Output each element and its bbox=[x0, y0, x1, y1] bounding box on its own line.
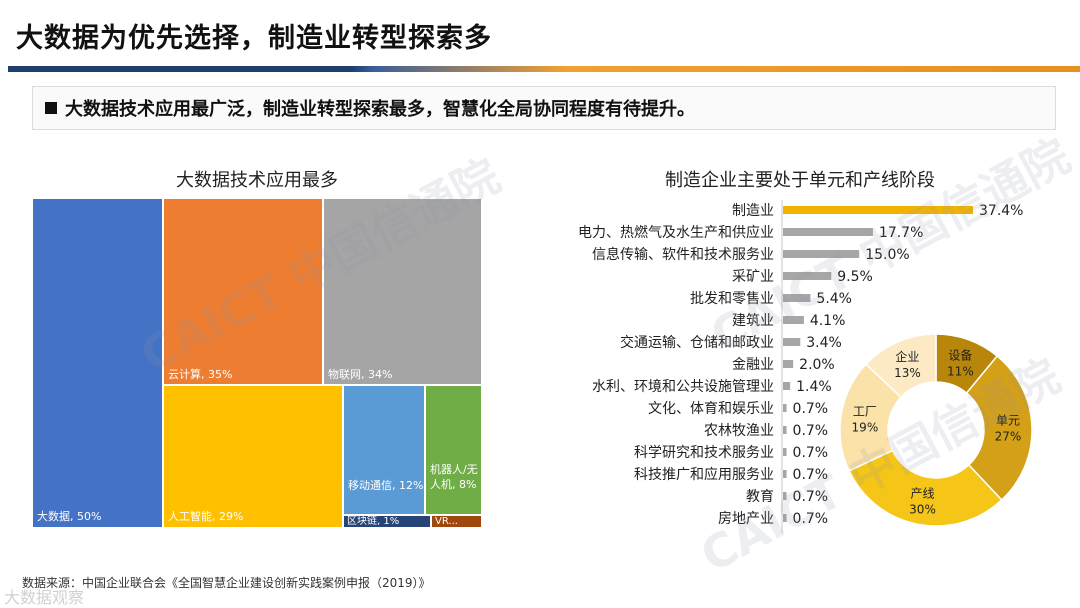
tile-big-data-label: 大数据, 50% bbox=[37, 510, 102, 523]
bar bbox=[783, 448, 787, 456]
tile-blockchain: 区块链, 1% bbox=[343, 515, 431, 528]
donut-slice-name: 工厂 bbox=[853, 405, 877, 419]
stage-donut-chart: 设备 11% 单元 27% 产线 30% 工厂 19% 企业 13% bbox=[839, 333, 1033, 527]
tile-vr: VR... bbox=[431, 515, 482, 528]
bar-category-label: 文化、体育和娱乐业 bbox=[648, 401, 774, 417]
bar bbox=[783, 272, 832, 280]
bar-category-label: 金融业 bbox=[732, 357, 774, 373]
bar-category-label: 建筑业 bbox=[732, 313, 774, 329]
bar-category-label: 交通运输、仓储和邮政业 bbox=[620, 334, 774, 351]
key-message-box: 大数据技术应用最广泛，制造业转型探索最多，智慧化全局协同程度有待提升。 bbox=[32, 86, 1056, 130]
technology-treemap: 大数据, 50% 云计算, 35% 物联网, 34% 人工智能, 29% 移动通信, 1… bbox=[32, 198, 482, 528]
key-message-text: 大数据技术应用最广泛，制造业转型探索最多，智慧化全局协同程度有待提升。 bbox=[65, 99, 695, 120]
bar-chart-title: 制造企业主要处于单元和产线阶段 bbox=[665, 170, 935, 191]
donut-slice-name: 设备 bbox=[948, 348, 972, 362]
donut-slice-value: 19% bbox=[852, 421, 879, 435]
donut-slice-value: 11% bbox=[947, 364, 974, 378]
donut-slice bbox=[864, 333, 937, 399]
bar bbox=[783, 470, 787, 478]
treemap-title: 大数据技术应用最多 bbox=[176, 170, 338, 191]
data-source-note: 数据来源：中国企业联合会《全国智慧企业建设创新实践案例申报（2019）》 bbox=[22, 576, 431, 590]
donut-slice-value: 27% bbox=[995, 430, 1022, 444]
bar-category-label: 采矿业 bbox=[732, 269, 774, 285]
bar-value-label: 0.7% bbox=[793, 467, 829, 483]
donut-slice bbox=[848, 449, 1003, 527]
bar-value-label: 0.7% bbox=[793, 423, 829, 439]
bar bbox=[783, 382, 791, 390]
tile-mobile-label: 移动通信, 12% bbox=[348, 479, 424, 492]
donut-slice bbox=[965, 354, 1033, 502]
tile-cloud-computing-label: 云计算, 35% bbox=[168, 368, 233, 381]
bar-value-label: 0.7% bbox=[793, 445, 829, 461]
bar-value-label: 4.1% bbox=[810, 313, 846, 329]
bar-category-label: 制造业 bbox=[732, 203, 774, 219]
donut-slice-name: 产线 bbox=[911, 487, 935, 501]
slide-title: 大数据为优先选择，制造业转型探索多 bbox=[16, 23, 492, 54]
bar bbox=[783, 338, 801, 346]
bar-category-label: 水利、环境和公共设施管理业 bbox=[592, 379, 774, 395]
tile-mobile: 移动通信, 12% bbox=[343, 385, 425, 515]
bar-category-label: 教育 bbox=[746, 489, 774, 505]
bar-category-label: 科技推广和应用服务业 bbox=[634, 466, 774, 483]
bar bbox=[783, 514, 787, 522]
bar-value-label: 5.4% bbox=[816, 291, 852, 307]
brand-watermark: 大数据观察 bbox=[4, 588, 85, 607]
bar-value-label: 1.4% bbox=[796, 379, 832, 395]
tile-robot: 机器人/无人机, 8% bbox=[425, 385, 482, 515]
bar-value-label: 37.4% bbox=[979, 203, 1023, 219]
bar-value-label: 0.7% bbox=[793, 489, 829, 505]
bar-category-label: 信息传输、软件和技术服务业 bbox=[592, 246, 774, 263]
donut-slice-name: 企业 bbox=[895, 349, 919, 364]
bar bbox=[783, 250, 860, 258]
bar-value-label: 3.4% bbox=[806, 335, 842, 351]
tile-ai: 人工智能, 29% bbox=[163, 385, 343, 528]
bar bbox=[783, 426, 787, 434]
donut-slice-value: 13% bbox=[894, 366, 921, 380]
tile-vr-label: VR... bbox=[435, 516, 458, 527]
bar-value-label: 15.0% bbox=[865, 247, 909, 263]
bar bbox=[783, 492, 787, 500]
bar-category-label: 电力、热燃气及水生产和供应业 bbox=[578, 224, 774, 241]
donut-slice-value: 30% bbox=[909, 503, 936, 517]
bar-category-label: 批发和零售业 bbox=[690, 291, 774, 307]
donut-slice-name: 单元 bbox=[996, 414, 1020, 428]
bar bbox=[783, 228, 873, 236]
tile-blockchain-label: 区块链, 1% bbox=[347, 516, 400, 527]
industry-bar-chart: 制造业 37.4% 电力、热燃气及水生产和供应业 17.7% 信息传输、软件和技术服务业… bbox=[578, 200, 1023, 533]
donut-slice bbox=[839, 363, 903, 472]
bar-category-label: 农林牧渔业 bbox=[704, 423, 774, 439]
bar-category-label: 科学研究和技术服务业 bbox=[634, 445, 774, 461]
tile-big-data: 大数据, 50% bbox=[32, 198, 163, 528]
bar-value-label: 17.7% bbox=[879, 225, 923, 241]
bullet-square-icon bbox=[45, 102, 57, 114]
bar-value-label: 0.7% bbox=[793, 511, 829, 527]
tile-ai-label: 人工智能, 29% bbox=[168, 510, 244, 523]
bar-value-label: 0.7% bbox=[793, 401, 829, 417]
bar bbox=[783, 294, 811, 302]
bar-value-label: 9.5% bbox=[837, 269, 873, 285]
bar-value-label: 2.0% bbox=[799, 357, 835, 373]
tile-robot-label: 机器人/无人机, 8% bbox=[430, 463, 478, 491]
bar bbox=[783, 316, 804, 324]
bar bbox=[783, 404, 787, 412]
bar bbox=[783, 360, 794, 368]
tile-cloud-computing: 云计算, 35% bbox=[163, 198, 323, 385]
tile-iot: 物联网, 34% bbox=[323, 198, 482, 385]
bar bbox=[783, 206, 973, 214]
bar-category-label: 房地产业 bbox=[718, 511, 774, 527]
title-divider bbox=[8, 66, 1080, 72]
tile-iot-label: 物联网, 34% bbox=[328, 368, 393, 381]
